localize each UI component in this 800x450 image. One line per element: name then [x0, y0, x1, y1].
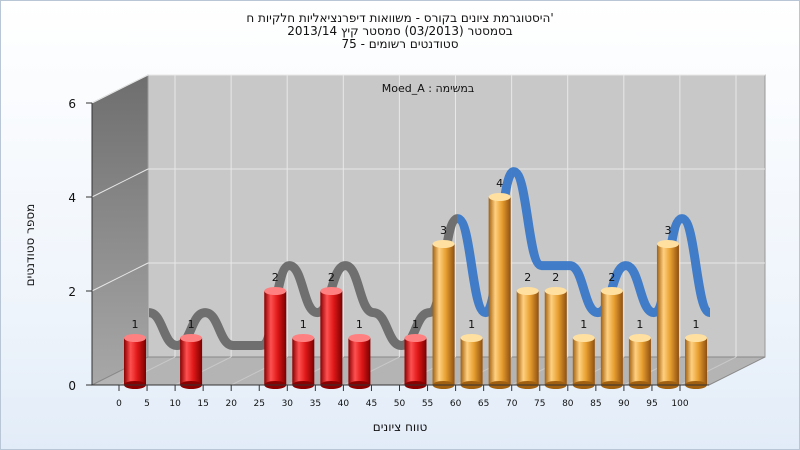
bar-100	[685, 338, 707, 385]
bar-85	[600, 291, 623, 385]
x-tick-label: 30	[282, 399, 294, 409]
bar-value-label: 1	[412, 318, 419, 331]
bar-65	[488, 197, 511, 385]
bar-value-label: 2	[552, 271, 559, 284]
grid-line-side	[91, 262, 149, 292]
x-tick-label: 10	[169, 399, 181, 409]
bar-top-65	[488, 193, 511, 201]
bar-80	[572, 338, 595, 385]
bar-value-label: 1	[356, 318, 363, 331]
x-tick-label: 75	[534, 399, 545, 409]
x-tick-label: 35	[310, 399, 321, 409]
chart-title-line-1: היסטוגרמת ציונים בקורס - משוואות דיפרנצי…	[246, 11, 554, 25]
bar-top-50	[404, 334, 427, 342]
y-tick-label: 2	[68, 285, 76, 299]
bar-value-label: 1	[580, 318, 587, 331]
bar-value-label: 1	[188, 318, 195, 331]
y-axis-label: מספר סטודנטים	[23, 203, 37, 287]
moed-label: Moed_A : במשימה	[382, 82, 474, 95]
y-tick-label: 6	[68, 97, 76, 111]
bar-95	[656, 244, 679, 385]
bar-top-35	[320, 287, 343, 295]
bar-value-label: 1	[636, 318, 643, 331]
bar-35	[320, 291, 343, 385]
x-tick-label: 70	[506, 399, 518, 409]
bar-50	[404, 338, 427, 385]
bar-0	[124, 338, 146, 385]
x-tick-label: 95	[646, 399, 657, 409]
x-tick-label: 60	[450, 399, 462, 409]
bar-top-70	[516, 287, 539, 295]
bar-25	[264, 291, 287, 385]
bar-top-40	[348, 334, 371, 342]
grid-line-side	[91, 74, 149, 104]
bar-value-label: 4	[496, 177, 503, 190]
bar-70	[516, 291, 539, 385]
bar-top-100	[685, 334, 707, 342]
bar-10	[180, 338, 203, 385]
x-tick-label: 55	[422, 399, 433, 409]
bar-60	[460, 338, 483, 385]
bar-75	[544, 291, 567, 385]
bar-value-labels: 1 1 2 1 2 1 1 3 1 4 2 2 1 2 1 3 1	[132, 177, 700, 331]
x-tick-label: 45	[366, 399, 377, 409]
x-tick-label: 0	[116, 399, 122, 409]
bar-40	[348, 338, 371, 385]
bar-top-25	[264, 287, 287, 295]
x-tick-label: 25	[254, 399, 265, 409]
x-tick-label: 100	[671, 399, 688, 409]
bar-top-10	[180, 334, 203, 342]
bar-top-0	[124, 334, 146, 342]
bar-value-label: 1	[468, 318, 475, 331]
bar-value-label: 2	[328, 271, 335, 284]
bar-90	[628, 338, 651, 385]
x-tick-label: 65	[478, 399, 489, 409]
bar-top-75	[544, 287, 567, 295]
x-tick-label: 50	[394, 399, 406, 409]
y-tick-label: 0	[68, 379, 76, 393]
bar-55	[432, 244, 455, 385]
bar-top-90	[628, 334, 651, 342]
bar-value-label: 2	[272, 271, 279, 284]
y-tick-label: 4	[68, 191, 76, 205]
bar-top-30	[292, 334, 315, 342]
bar-top-80	[572, 334, 595, 342]
bars-group	[124, 193, 707, 389]
bar-value-label: 2	[608, 271, 615, 284]
x-tick-label: 20	[225, 399, 237, 409]
bar-top-55	[432, 240, 455, 248]
bar-value-label: 1	[132, 318, 139, 331]
x-tick-label: 5	[144, 399, 150, 409]
x-tick-label: 85	[590, 399, 601, 409]
bar-value-label: 2	[524, 271, 531, 284]
bar-top-60	[460, 334, 483, 342]
x-tick-label: 15	[197, 399, 208, 409]
x-tick-label: 90	[618, 399, 630, 409]
bar-30	[292, 338, 315, 385]
bar-value-label: 1	[300, 318, 307, 331]
bar-top-85	[600, 287, 623, 295]
bar-value-label: 1	[693, 318, 700, 331]
x-tick-label: 80	[562, 399, 574, 409]
bar-value-label: 3	[440, 224, 447, 237]
chart-title-line-3: סטודנטים רשומים - 75	[341, 37, 459, 51]
chart-title-line-2: בסמסטר (03/2013) סמסטר קיץ 2013/14	[287, 24, 513, 38]
bar-top-95	[656, 240, 679, 248]
bar-value-label: 3	[664, 224, 671, 237]
x-axis-label: טווח ציונים	[372, 420, 428, 434]
x-tick-label: 40	[338, 399, 350, 409]
grid-line-side	[91, 168, 149, 198]
